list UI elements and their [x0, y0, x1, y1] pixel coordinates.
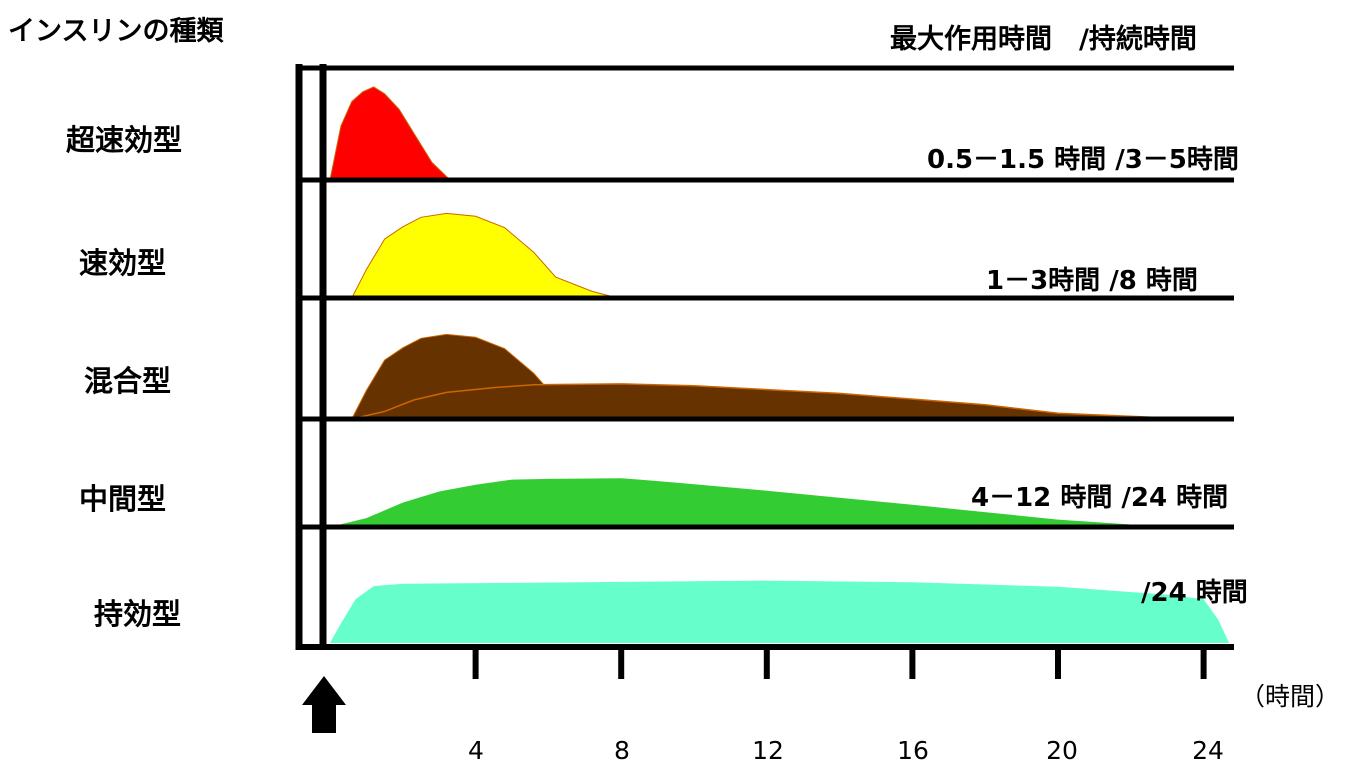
duration-label: 4－12 時間 /24 時間	[971, 483, 1229, 513]
category-label: 中間型	[79, 482, 167, 516]
category-label: 混合型	[84, 364, 172, 398]
series-area	[330, 478, 1168, 527]
duration-header: 最大作用時間 /持続時間	[890, 24, 1197, 55]
injection-arrow-icon	[302, 676, 346, 733]
category-label: 速効型	[79, 246, 167, 280]
series-area	[330, 580, 1230, 643]
x-tick-label: 16	[897, 736, 929, 765]
series-curve-line	[351, 383, 1175, 420]
duration-label: /24 時間	[1141, 578, 1248, 608]
category-label: 超速効型	[66, 123, 183, 157]
category-label: 持効型	[94, 597, 182, 631]
x-axis-unit: （時間）	[1240, 682, 1341, 711]
x-tick-label: 8	[614, 736, 630, 765]
x-tick-label: 24	[1192, 736, 1224, 765]
x-tick-label: 4	[468, 736, 484, 765]
chart-title: インスリンの種類	[8, 16, 224, 47]
series-area	[329, 86, 452, 181]
series-area	[350, 212, 618, 299]
duration-label: 0.5－1.5 時間 /3－5時間	[927, 145, 1239, 175]
series-area-secondary	[351, 383, 1175, 419]
duration-label: 1－3時間 /8 時間	[986, 266, 1198, 296]
x-tick-label: 20	[1046, 736, 1078, 765]
x-tick-label: 12	[752, 736, 784, 765]
